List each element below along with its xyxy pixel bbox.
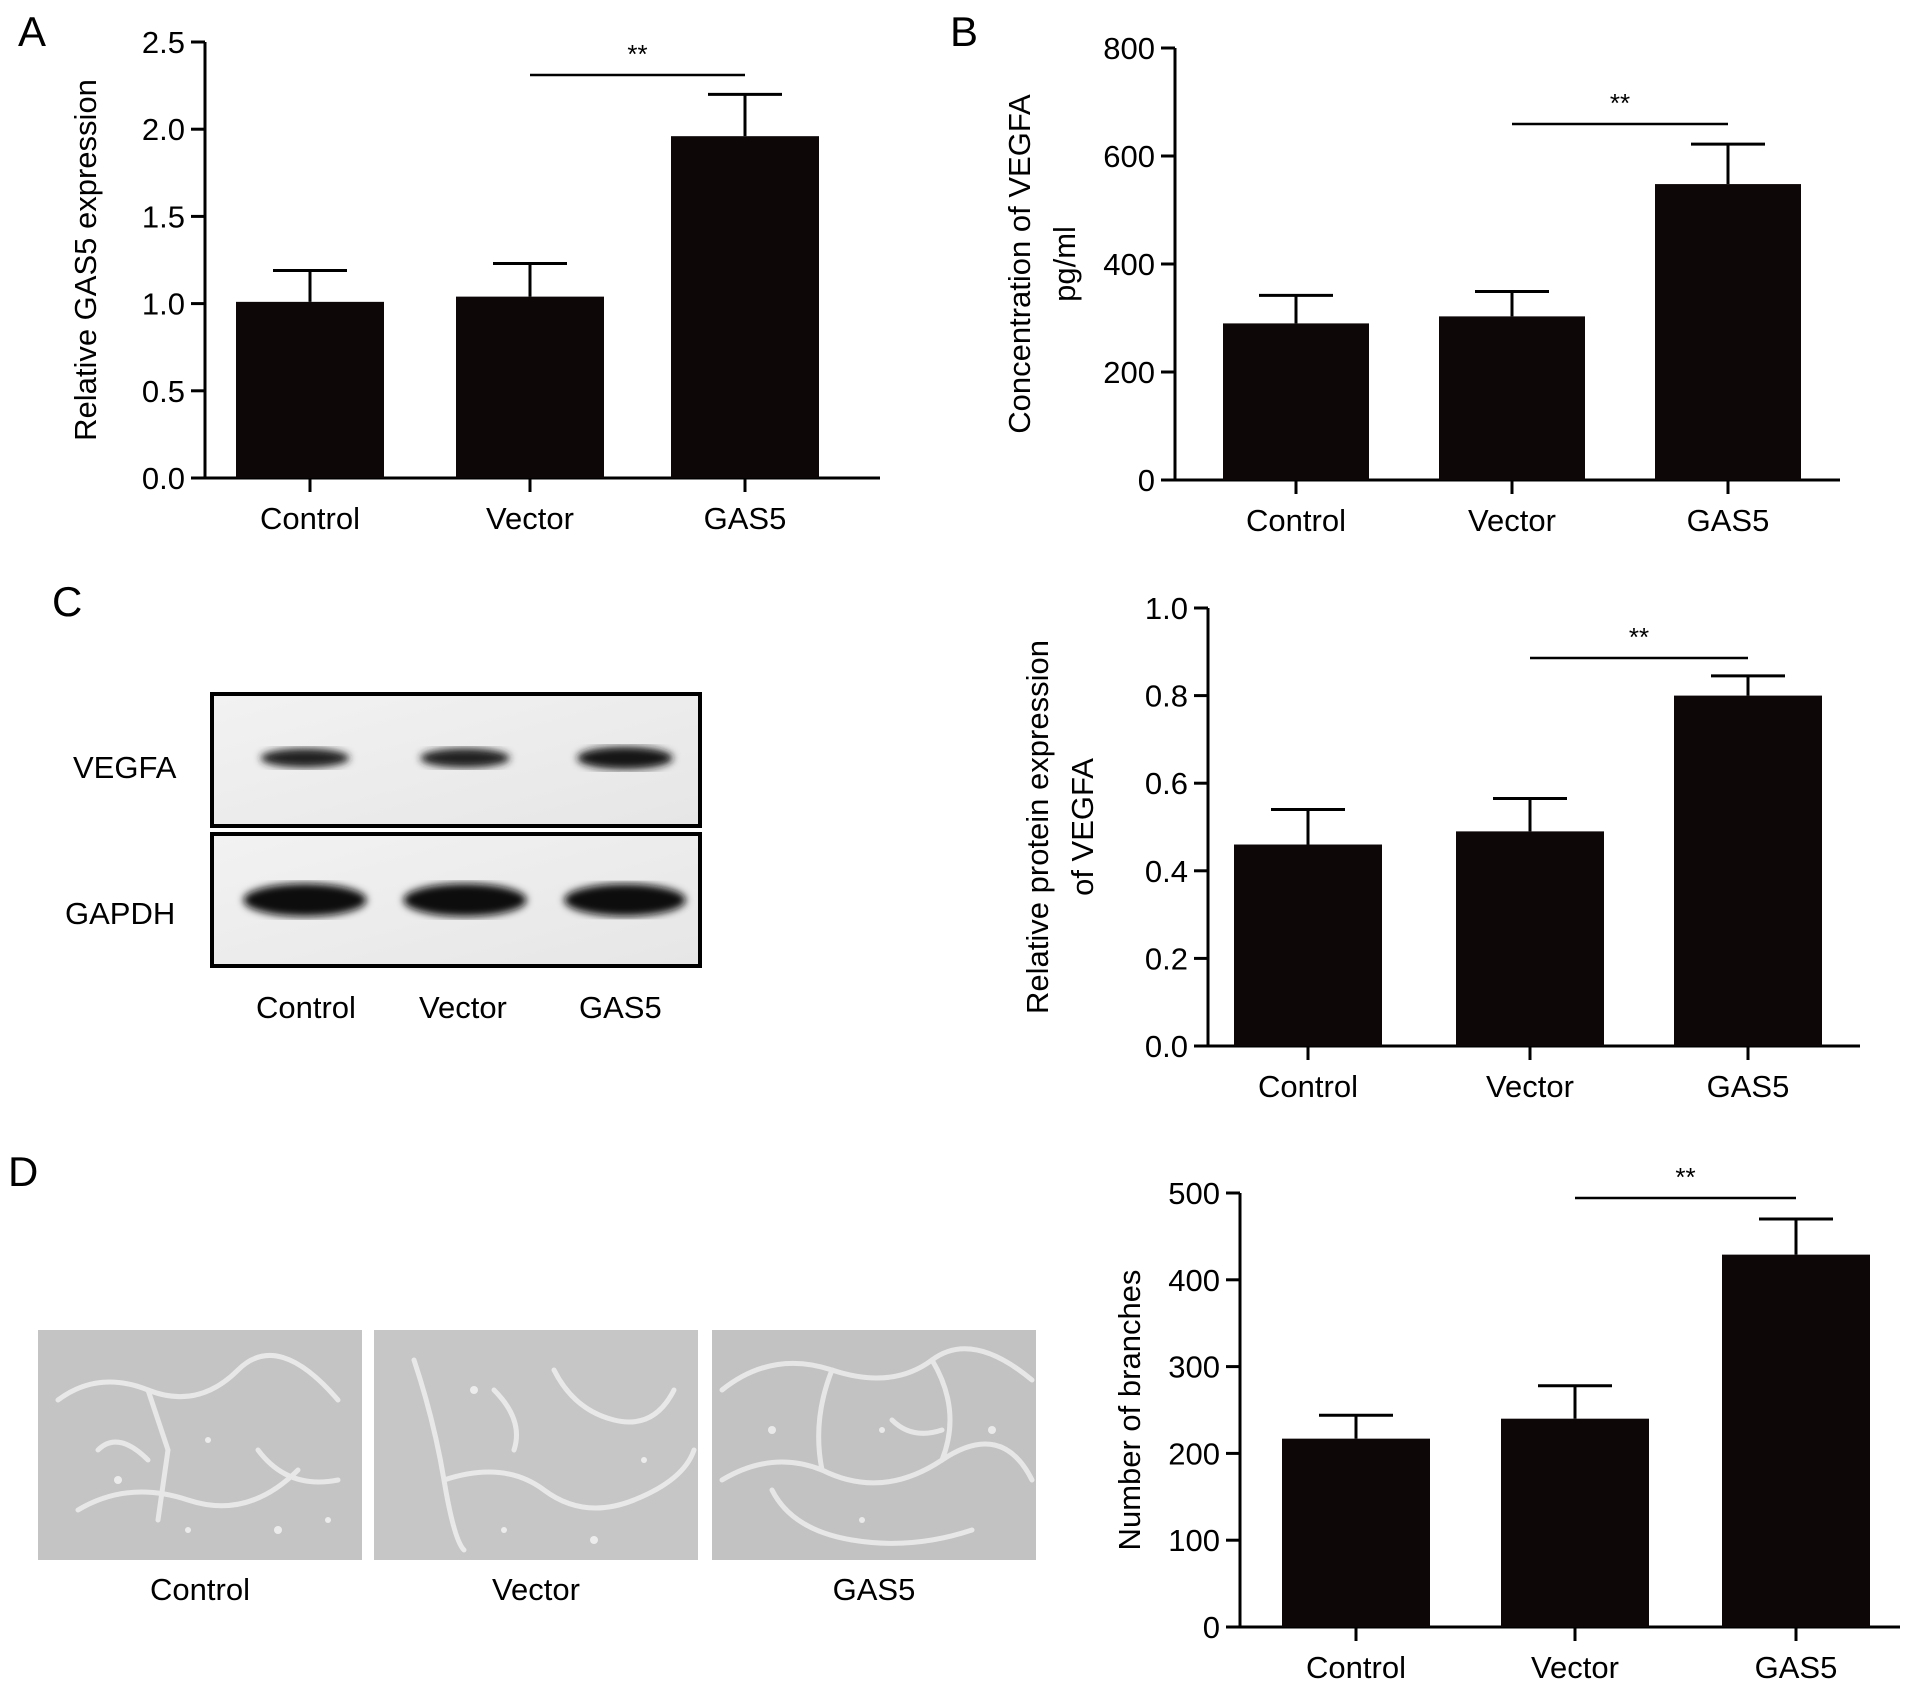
y-tick-label: 0.5 <box>142 374 185 409</box>
bar-gas5 <box>671 136 819 478</box>
x-tick-label: Vector <box>1468 503 1556 538</box>
blot-row-label-gapdh: GAPDH <box>65 896 176 931</box>
bar-gas5 <box>1655 184 1801 480</box>
y-tick-label: 0 <box>1203 1610 1220 1645</box>
y-tick-label: 800 <box>1103 31 1155 66</box>
micrograph-vector <box>374 1330 698 1560</box>
y-tick-label: 0.0 <box>142 461 185 496</box>
y-tick-label: 0.8 <box>1145 679 1188 714</box>
bar-control <box>1234 844 1382 1046</box>
x-tick-label: Control <box>1306 1650 1406 1685</box>
chart-c-vegfa-protein: 0.0 0.2 0.4 0.6 0.8 1.0 Control Vector GAS5 Relat… <box>1020 591 1860 1104</box>
bar-gas5 <box>1674 695 1822 1046</box>
significance-label: ** <box>1610 88 1630 118</box>
blot-band-vegfa <box>420 748 510 768</box>
bar-gas5 <box>1722 1254 1870 1627</box>
micrograph-label-control: Control <box>150 1572 250 1607</box>
y-tick-label: 300 <box>1168 1350 1220 1385</box>
bar-control <box>236 301 384 478</box>
blot-band-gapdh <box>564 883 686 917</box>
y-axis-label: Number of branches <box>1112 1270 1147 1551</box>
y-tick-label: 1.0 <box>1145 591 1188 626</box>
chart-a-gas5-expression: 0.0 0.5 1.0 1.5 2.0 2.5 Control Vector GAS5 Relat… <box>68 25 880 536</box>
bar-vector <box>1501 1418 1649 1627</box>
y-tick-label: 400 <box>1103 247 1155 282</box>
blot-band-gapdh <box>243 883 367 917</box>
chart-b-vegfa-concentration: 0 200 400 600 800 Control Vector GAS5 Concentrat… <box>1002 31 1840 538</box>
x-tick-label: Vector <box>1486 1069 1574 1104</box>
panel-label-c: C <box>52 578 83 625</box>
blot-band-vegfa <box>260 748 350 768</box>
blot-lane-label-gas5: GAS5 <box>579 990 662 1025</box>
y-tick-label: 1.0 <box>142 287 185 322</box>
bar-control <box>1223 323 1369 480</box>
significance-label: ** <box>1629 622 1649 652</box>
micrograph-label-vector: Vector <box>492 1572 580 1607</box>
y-tick-label: 100 <box>1168 1523 1220 1558</box>
y-tick-label: 0.6 <box>1145 766 1188 801</box>
y-tick-label: 200 <box>1103 355 1155 390</box>
y-tick-label: 600 <box>1103 139 1155 174</box>
x-tick-label: Vector <box>1531 1650 1619 1685</box>
x-tick-label: Control <box>1258 1069 1358 1104</box>
panel-label-a: A <box>18 8 47 55</box>
blot-lane-label-control: Control <box>256 990 356 1025</box>
significance-label: ** <box>1675 1162 1695 1192</box>
bar-vector <box>456 296 604 478</box>
bar-vector <box>1439 316 1585 480</box>
y-tick-label: 200 <box>1168 1436 1220 1471</box>
y-tick-label: 0.2 <box>1145 941 1188 976</box>
x-tick-label: GAS5 <box>1755 1650 1838 1685</box>
y-axis-label: Relative protein expression <box>1020 640 1055 1014</box>
x-tick-label: Vector <box>486 501 574 536</box>
blot-band-gapdh <box>403 883 527 917</box>
y-axis-label: Relative GAS5 expression <box>68 79 103 441</box>
y-tick-label: 2.5 <box>142 25 185 60</box>
bar-control <box>1282 1438 1430 1627</box>
y-axis-label: Concentration of VEGFA <box>1002 94 1037 434</box>
x-tick-label: Control <box>260 501 360 536</box>
y-tick-label: 2.0 <box>142 112 185 147</box>
y-tick-label: 0 <box>1138 463 1155 498</box>
panel-label-d: D <box>8 1148 39 1195</box>
y-tick-label: 500 <box>1168 1176 1220 1211</box>
y-axis-label-line2: pg/ml <box>1047 226 1082 302</box>
blot-row-label-vegfa: VEGFA <box>73 750 177 785</box>
micrograph-gas5 <box>712 1330 1036 1560</box>
x-tick-label: Control <box>1246 503 1346 538</box>
bar-vector <box>1456 831 1604 1046</box>
blot-lane-label-vector: Vector <box>419 990 507 1025</box>
panel-label-b: B <box>950 8 979 55</box>
x-tick-label: GAS5 <box>704 501 787 536</box>
blot-band-vegfa <box>577 746 673 770</box>
y-tick-label: 0.0 <box>1145 1029 1188 1064</box>
y-tick-label: 0.4 <box>1145 854 1188 889</box>
micrograph-control <box>38 1330 362 1560</box>
significance-label: ** <box>627 39 647 69</box>
x-tick-label: GAS5 <box>1707 1069 1790 1104</box>
y-tick-label: 400 <box>1168 1263 1220 1298</box>
blot-image <box>210 692 702 968</box>
micrograph-label-gas5: GAS5 <box>832 1572 916 1607</box>
y-axis-label-line2: of VEGFA <box>1065 758 1100 896</box>
y-tick-label: 1.5 <box>142 199 185 234</box>
x-tick-label: GAS5 <box>1687 503 1770 538</box>
